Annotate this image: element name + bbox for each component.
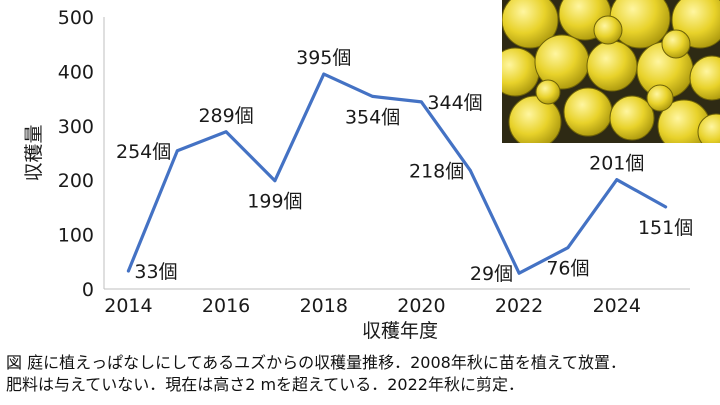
x-axis-title: 収穫年度 <box>362 320 438 342</box>
y-tick-label: 300 <box>58 116 94 138</box>
data-label: 151個 <box>638 217 693 239</box>
data-point <box>468 169 472 172</box>
caption-line-1: 図 庭に植えっぱなしにしてあるユズからの収穫量推移．2008年秋に苗を植えて放置… <box>6 353 627 372</box>
data-label: 218個 <box>409 160 464 182</box>
data-point <box>273 179 277 183</box>
data-point <box>224 130 228 134</box>
yuzu-fruit <box>502 0 559 49</box>
x-tick-label: 2018 <box>300 295 348 317</box>
y-tick-label: 200 <box>58 170 94 192</box>
data-labels: 33個 254個 289個 199個 395個 354個 344個 218個 29個 76個 201… <box>116 47 693 285</box>
data-label: 199個 <box>247 191 302 213</box>
figure-caption: 図 庭に植えっぱなしにしてあるユズからの収穫量推移．2008年秋に苗を植えて放置… <box>6 352 718 396</box>
y-axis-title: 収穫量 <box>23 124 45 181</box>
yuzu-fruit <box>697 113 720 143</box>
yuzu-fruit <box>661 29 691 59</box>
data-point <box>371 95 374 98</box>
x-tick-label: 2014 <box>104 295 152 317</box>
yuzu-fruit <box>586 40 638 92</box>
yuzu-fruit <box>563 87 613 137</box>
data-label: 289個 <box>198 105 253 127</box>
y-tick-label: 400 <box>58 61 94 83</box>
y-tick-label: 500 <box>58 7 94 29</box>
x-tick-label: 2024 <box>593 295 641 317</box>
data-point <box>615 178 619 182</box>
data-point <box>127 269 130 273</box>
data-label: 344個 <box>427 92 482 114</box>
data-point <box>664 205 667 209</box>
data-point <box>175 149 179 153</box>
yuzu-fruit <box>502 47 540 97</box>
series-layer <box>126 72 668 275</box>
yuzu-fruit <box>689 55 720 101</box>
data-label: 33個 <box>134 261 177 283</box>
x-tick-label: 2020 <box>397 295 445 317</box>
data-label: 76個 <box>546 258 589 280</box>
y-tick-label: 100 <box>58 225 94 247</box>
series-line <box>126 72 668 275</box>
x-tick-label: 2016 <box>202 295 250 317</box>
x-tick-labels: 2014 2016 2018 2020 2022 2024 <box>104 295 641 317</box>
data-label: 201個 <box>589 153 644 175</box>
harvest-line-chart: 0 100 200 300 400 500 2014 2016 2018 2020 2022 202… <box>23 0 720 342</box>
data-point <box>566 246 570 250</box>
yuzu-fruit <box>593 15 623 45</box>
yuzu-fruit <box>535 79 561 105</box>
yuzu-photo <box>502 0 720 143</box>
caption-line-2: 肥料は与えていない．現在は高さ2 mを超えている．2022年秋に剪定． <box>6 375 524 394</box>
data-label: 254個 <box>116 141 171 163</box>
yuzu-fruit <box>646 84 674 112</box>
data-label: 29個 <box>470 263 513 285</box>
y-tick-labels: 0 100 200 300 400 500 <box>58 7 94 301</box>
data-label: 354個 <box>345 106 400 128</box>
data-point <box>420 100 423 104</box>
axes <box>103 17 690 290</box>
data-label: 395個 <box>296 47 351 69</box>
y-tick-label: 0 <box>82 279 94 301</box>
data-point <box>322 72 326 76</box>
yuzu-fruit <box>508 95 562 143</box>
data-point <box>517 271 521 275</box>
yuzu-fruit <box>609 95 655 141</box>
x-tick-label: 2022 <box>495 295 543 317</box>
